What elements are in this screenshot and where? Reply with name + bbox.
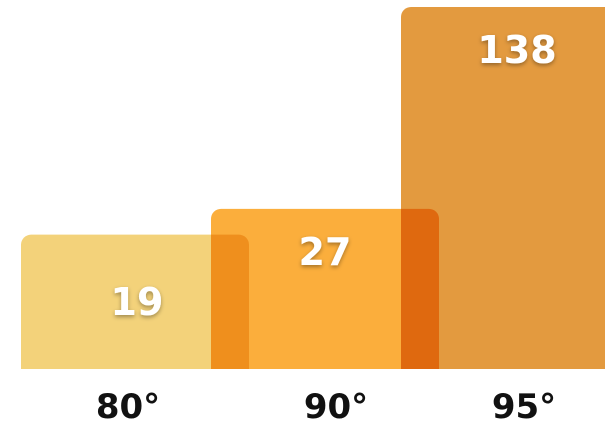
- bars-group: [21, 7, 605, 369]
- value-label-1: 19: [111, 280, 164, 324]
- value-labels-group: 19 27 138: [111, 28, 557, 324]
- category-labels-group: 80° 90° 95°: [96, 387, 556, 427]
- bar-3: [401, 7, 605, 369]
- value-label-3: 138: [477, 28, 556, 72]
- category-label-1: 80°: [96, 387, 160, 427]
- bar-1: [21, 234, 249, 369]
- bar-2: [211, 208, 439, 369]
- category-label-2: 90°: [304, 387, 368, 427]
- category-label-3: 95°: [492, 387, 556, 427]
- value-label-2: 27: [299, 230, 352, 274]
